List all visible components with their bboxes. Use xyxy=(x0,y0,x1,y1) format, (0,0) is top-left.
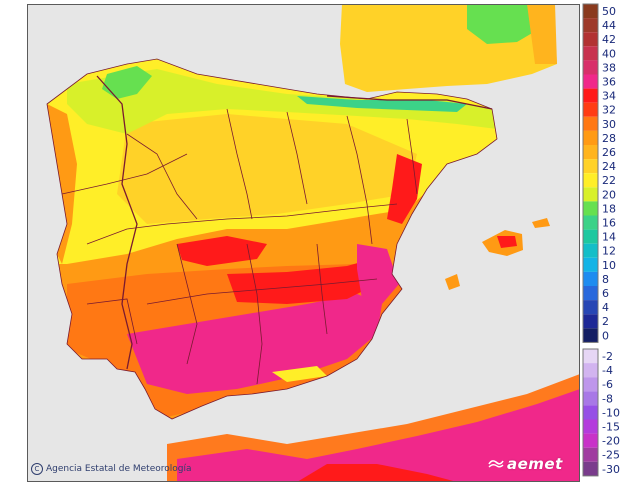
central-plateau-zone xyxy=(117,114,417,224)
legend-swatch xyxy=(583,60,598,75)
legend-label: -4 xyxy=(602,364,613,377)
legend-label: 6 xyxy=(602,287,609,300)
legend-swatch xyxy=(583,314,598,329)
legend-label: 28 xyxy=(602,132,616,145)
southeast-hot-zone xyxy=(227,259,377,304)
credit-text: Agencia Estatal de Meteorología xyxy=(46,464,192,474)
aemet-logo-text: aemet xyxy=(507,455,563,473)
province-borders xyxy=(46,58,498,420)
legend-swatch xyxy=(583,300,598,315)
legend-label: 22 xyxy=(602,174,616,187)
legend-label: -8 xyxy=(602,392,613,405)
sierra-nevada-zone xyxy=(272,366,327,382)
legend-label: 34 xyxy=(602,90,616,103)
legend-swatch xyxy=(583,433,598,448)
legend-swatch xyxy=(583,145,598,160)
legend-label: -15 xyxy=(602,421,620,434)
france-warm-zone xyxy=(527,4,557,64)
legend-label: 36 xyxy=(602,76,616,89)
legend-swatch xyxy=(583,116,598,131)
portugal-border xyxy=(96,75,138,370)
legend-label: -2 xyxy=(602,350,613,363)
copyright-icon: C xyxy=(31,463,43,475)
legend-swatch xyxy=(583,405,598,420)
france-cool-zone xyxy=(467,4,539,44)
legend-swatch xyxy=(583,419,598,434)
galicia-mountains-zone xyxy=(102,66,152,99)
legend-swatch xyxy=(583,447,598,462)
legend-label: 44 xyxy=(602,19,616,32)
legend-label: -25 xyxy=(602,449,620,462)
legend-label: 30 xyxy=(602,118,616,131)
temperature-legend: 5044424038363432302826242220181614121086… xyxy=(582,3,620,477)
legend-swatch xyxy=(583,243,598,258)
legend-swatch xyxy=(583,187,598,202)
legend-swatch xyxy=(583,4,598,19)
cantabrian-cool-zone xyxy=(67,69,497,134)
legend-label: 50 xyxy=(602,5,616,18)
legend-frame-negative xyxy=(582,348,599,477)
legend-label: -20 xyxy=(602,435,620,448)
legend-swatch xyxy=(583,32,598,47)
legend-swatch xyxy=(583,130,598,145)
legend-label: 4 xyxy=(602,301,609,314)
legend-label: 8 xyxy=(602,273,609,286)
legend-swatch xyxy=(583,349,598,364)
legend-swatch xyxy=(583,363,598,378)
temperature-map xyxy=(27,4,580,482)
legend-label: 32 xyxy=(602,104,616,117)
legend-label: 24 xyxy=(602,160,616,173)
legend-swatch xyxy=(583,328,598,343)
legend-label: -10 xyxy=(602,406,620,419)
murcia-very-hot-zone xyxy=(357,244,399,304)
legend-label: 18 xyxy=(602,202,616,215)
legend-label: -6 xyxy=(602,378,613,391)
aemet-swirl-icon xyxy=(488,460,504,468)
la-mancha-hot-zone xyxy=(177,236,267,266)
legend-swatch xyxy=(583,74,598,89)
mallorca-hot-zone xyxy=(497,236,517,248)
africa-coast-zone xyxy=(297,464,457,482)
legend-label: 2 xyxy=(602,315,609,328)
legend-label: 26 xyxy=(602,146,616,159)
legend-swatch xyxy=(583,173,598,188)
legend-swatch xyxy=(583,377,598,392)
credit-line: C Agencia Estatal de Meteorología xyxy=(31,463,192,475)
legend-label: 40 xyxy=(602,47,616,60)
map-frame xyxy=(27,4,580,482)
legend-swatch xyxy=(583,215,598,230)
legend-swatch xyxy=(583,229,598,244)
legend-label: 38 xyxy=(602,61,616,74)
legend-swatch xyxy=(583,201,598,216)
legend-label: -30 xyxy=(602,463,620,476)
legend-swatch xyxy=(583,391,598,406)
legend-swatch xyxy=(583,46,598,61)
aemet-logo: aemet xyxy=(488,455,563,473)
legend-swatch xyxy=(583,461,598,476)
legend-swatch xyxy=(583,18,598,33)
legend-swatch xyxy=(583,286,598,301)
ibiza-island xyxy=(445,274,460,290)
guadalquivir-very-hot-zone xyxy=(127,294,382,394)
legend-label: 12 xyxy=(602,245,616,258)
legend-frame-positive xyxy=(582,3,599,343)
legend-label: 0 xyxy=(602,329,609,342)
legend-swatch xyxy=(583,159,598,174)
legend-label: 14 xyxy=(602,231,616,244)
menorca-island xyxy=(532,218,550,228)
legend-swatch xyxy=(583,88,598,103)
legend-swatch xyxy=(583,102,598,117)
legend-label: 10 xyxy=(602,259,616,272)
legend-label: 42 xyxy=(602,33,616,46)
pyrenees-border xyxy=(326,95,493,110)
legend-label: 20 xyxy=(602,188,616,201)
africa-hot-zone xyxy=(177,389,580,482)
valencia-hot-zone xyxy=(387,154,422,224)
legend-label: 16 xyxy=(602,217,616,230)
legend-swatch xyxy=(583,257,598,272)
legend-swatch xyxy=(583,271,598,286)
